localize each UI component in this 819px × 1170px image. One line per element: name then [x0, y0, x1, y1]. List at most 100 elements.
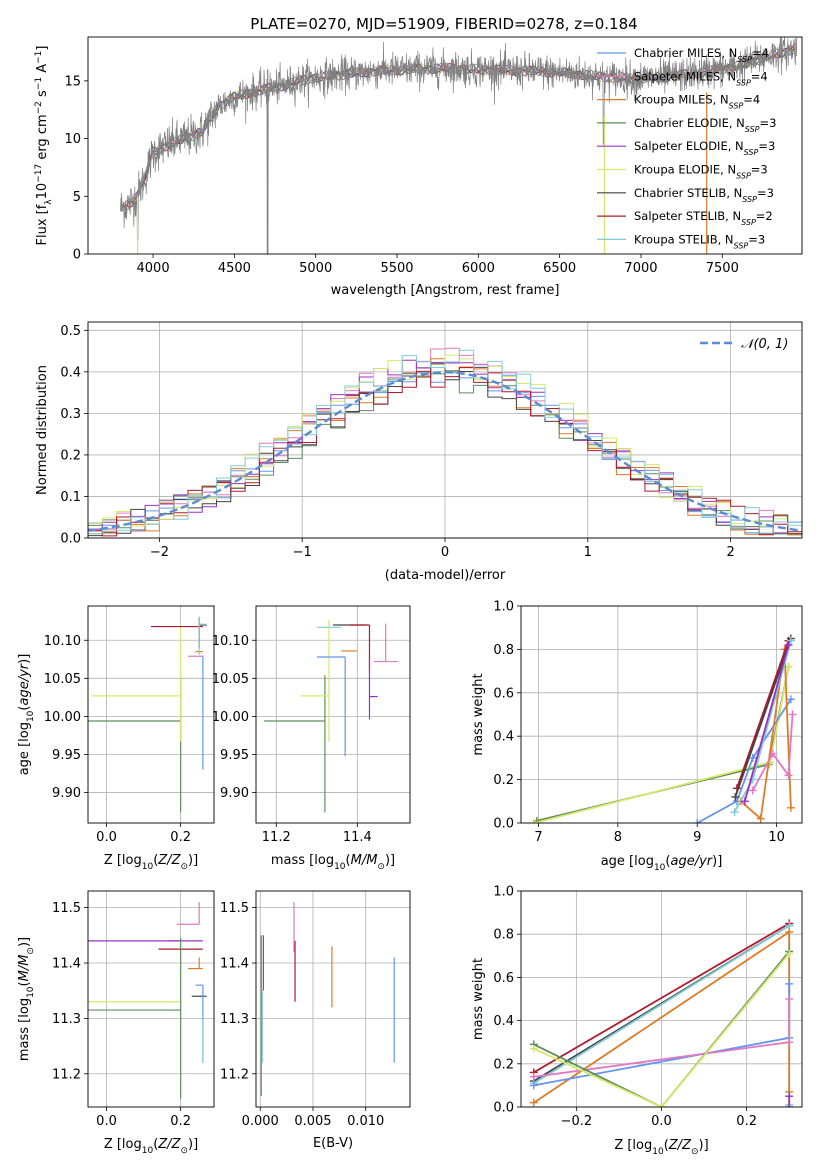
- y-tick-label: 1.0: [493, 600, 514, 615]
- x-tick-label: 0.2: [736, 1114, 757, 1129]
- y-tick-label: 10.10: [212, 634, 249, 649]
- x-tick-label: 6000: [462, 261, 495, 276]
- axes-frame: [255, 605, 411, 824]
- mass-weight-line: [734, 638, 792, 798]
- plot-area-mass-vs-Z: [88, 902, 207, 1099]
- mass-weight-line: [696, 698, 792, 823]
- chart-mass-vs-EBV: 0.000 0.005 0.010 11.2 11.3 11.4 11.5 E(B-V): [220, 890, 411, 1151]
- y-tick-label: 9.95: [52, 748, 81, 763]
- x-tick-label: 7000: [624, 261, 657, 276]
- legend-label: Salpeter STELIB, NSSP=2: [634, 209, 773, 227]
- y-tick-label: 0.4: [60, 365, 81, 380]
- x-tick-label: 4000: [137, 261, 170, 276]
- chart-residuals: −2 −1 0 1 2 0.0 0.1 0.2 0.3 0.4 0.5 𝒩(0, 1) (data-mo…: [35, 321, 803, 583]
- x-tick-label: 0.010: [347, 1114, 384, 1129]
- y-tick-label: 11.3: [52, 1012, 81, 1027]
- legend-label: Chabrier ELODIE, NSSP=3: [634, 116, 776, 133]
- y-tick-label: 0.6: [493, 971, 514, 986]
- y-tick-label: 0.8: [493, 928, 514, 943]
- mass-weight-line: [743, 644, 790, 802]
- y-tick-label: 0.4: [493, 1014, 514, 1029]
- plot-area-mass-vs-EBV: [260, 902, 395, 1096]
- gaussian-legend-label: 𝒩(0, 1): [741, 337, 788, 352]
- axes-frame: [255, 890, 411, 1108]
- plot-area-massweight-vs-age: [530, 634, 797, 823]
- x-tick-label: 11.4: [343, 830, 372, 845]
- y-tick-label: 9.90: [220, 786, 249, 801]
- chart-age-vs-mass: 11.2 11.4 9.90 9.95 10.00 10.05 10.10 mass [log…: [212, 605, 411, 872]
- x-tick-label: 6500: [543, 261, 576, 276]
- y-tick-label: 9.95: [220, 748, 249, 763]
- y-tick-label: 0: [73, 248, 81, 263]
- axes-frame: [520, 605, 803, 824]
- residuals-ylabel: Normed distribution: [35, 365, 50, 495]
- x-tick-label: 10: [768, 830, 785, 845]
- spectrum-ylabel: Flux [fλ10−17 erg cm−2 s−1 A−1]: [34, 46, 54, 246]
- mass-vs-Z-xlabel: Z [log10(Z/Z⊙)]: [104, 1137, 198, 1156]
- mass-vs-EBV-xlabel: E(B-V): [313, 1136, 353, 1151]
- y-tick-label: 0.6: [493, 686, 514, 701]
- x-tick-label: 7500: [706, 261, 739, 276]
- massweight-vs-Z-xlabel: Z [log10(Z/Z⊙)]: [614, 1138, 708, 1157]
- y-tick-label: 11.4: [52, 957, 81, 972]
- mass-weight-line: [533, 953, 790, 1107]
- plot-area-residuals: [88, 347, 802, 537]
- residuals-xlabel: (data-model)/error: [385, 568, 506, 583]
- x-tick-label: 0: [441, 545, 449, 560]
- chart-age-vs-Z: 0.0 0.2 9.90 9.95 10.00 10.05 10.10 Z [log10(Z/…: [17, 605, 215, 872]
- y-tick-label: 15: [64, 74, 81, 89]
- mass-weight-line: [533, 922, 790, 1074]
- mass-weight-line: [736, 640, 790, 789]
- y-tick-label: 11.3: [220, 1012, 249, 1027]
- axes-frame: [87, 321, 803, 539]
- y-tick-label: 0.5: [60, 324, 81, 339]
- massweight-vs-age-ylabel: mass weight: [471, 673, 486, 755]
- legend-label: Kroupa STELIB, NSSP=3: [634, 232, 765, 250]
- x-tick-label: 5000: [299, 261, 332, 276]
- x-tick-label: 0.2: [170, 1114, 191, 1129]
- y-tick-label: 1.0: [493, 885, 514, 900]
- x-tick-label: 9: [693, 830, 701, 845]
- x-tick-label: 0.005: [294, 1114, 331, 1129]
- x-tick-label: 0.2: [170, 830, 191, 845]
- y-tick-label: 0.8: [493, 643, 514, 658]
- x-tick-label: 2: [726, 545, 734, 560]
- legend-label: Salpeter MILES, NSSP=4: [634, 69, 768, 87]
- y-tick-label: 10.00: [44, 710, 81, 725]
- x-tick-label: −0.2: [561, 1114, 593, 1129]
- age-vs-mass-xlabel: mass [log10(M/M⊙)]: [271, 853, 395, 872]
- y-tick-label: 11.4: [220, 957, 249, 972]
- x-tick-label: 5500: [380, 261, 413, 276]
- legend-label: Salpeter ELODIE, NSSP=3: [634, 139, 775, 157]
- y-tick-label: 11.5: [52, 901, 81, 916]
- x-tick-label: 0.000: [242, 1114, 279, 1129]
- y-tick-label: 0.0: [493, 1101, 514, 1116]
- massweight-vs-age-xlabel: age [log10(age/yr)]: [601, 854, 723, 873]
- y-tick-label: 11.5: [220, 901, 249, 916]
- chart-spectrum: 4000 4500 5000 5500 6000 6500 7000 7500 0 5 10 15 wa…: [34, 36, 803, 298]
- chart-mass-vs-Z: 0.0 0.2 11.2 11.3 11.4 11.5 Z [log10(Z/Z⊙)] mas…: [17, 890, 215, 1156]
- y-tick-label: 0.3: [60, 407, 81, 422]
- chart-massweight-vs-age: 7 8 9 10 0.0 0.2 0.4 0.6 0.8 1.0 age [log10(age/yr…: [471, 600, 803, 873]
- x-tick-label: 7: [534, 830, 542, 845]
- y-tick-label: 0.1: [60, 490, 81, 505]
- x-tick-label: 11.2: [262, 830, 291, 845]
- age-vs-Z-ylabel: age [log10(age/yr)]: [17, 654, 36, 776]
- plot-area-age-vs-Z: [88, 616, 207, 813]
- x-tick-label: 0.0: [651, 1114, 672, 1129]
- legend-label: Kroupa MILES, NSSP=4: [634, 93, 760, 111]
- y-tick-label: 0.2: [60, 448, 81, 463]
- x-tick-label: −2: [150, 545, 169, 560]
- y-tick-label: 11.2: [52, 1067, 81, 1082]
- legend-label: Kroupa ELODIE, NSSP=3: [634, 163, 768, 181]
- plot-area-age-vs-mass: [264, 619, 398, 813]
- figure-title: PLATE=0270, MJD=51909, FIBERID=0278, z=0…: [250, 15, 637, 33]
- x-tick-label: 1: [584, 545, 592, 560]
- spectrum-xlabel: wavelength [Angstrom, rest frame]: [331, 283, 560, 298]
- massweight-vs-Z-ylabel: mass weight: [471, 958, 486, 1040]
- y-tick-label: 9.90: [52, 786, 81, 801]
- y-tick-label: 0.2: [493, 773, 514, 788]
- mass-vs-Z-ylabel: mass [log10(M/M⊙)]: [17, 937, 36, 1061]
- axes-frame: [87, 36, 803, 255]
